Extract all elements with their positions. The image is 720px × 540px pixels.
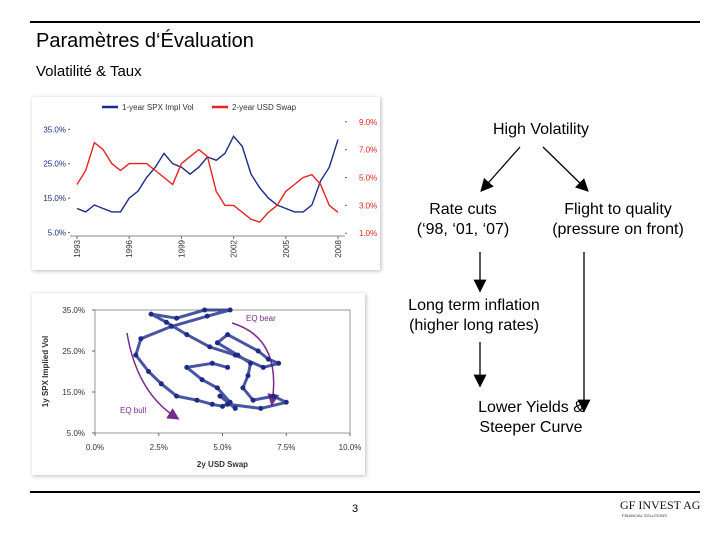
node: Long term inflation (higher long rates): [408, 296, 540, 336]
node-line: Lower Yields &: [478, 399, 584, 416]
x-tick-label: 10.0%: [339, 443, 362, 452]
y2-tick-label: 3.0%: [359, 201, 377, 210]
y-tick-label: 35.0%: [43, 125, 66, 134]
y2-tick-label: 9.0%: [359, 118, 377, 127]
y2-tick-label: 1.0%: [359, 229, 377, 238]
annotation: EQ bear: [246, 314, 276, 323]
point: [265, 356, 271, 362]
logo: GF INVEST AG: [620, 498, 701, 512]
series-line: [76, 141, 339, 223]
point: [146, 369, 152, 374]
slide-title: Paramètres d‘Évaluation: [36, 30, 254, 52]
node-line: (pressure on front): [552, 221, 684, 238]
x-tick-label: 2008: [334, 239, 343, 257]
point: [194, 397, 200, 403]
y-axis-label: 1y SPX Implied Vol: [41, 336, 50, 407]
x-tick-label: 0.0%: [86, 443, 104, 452]
point: [283, 399, 289, 405]
point: [225, 332, 231, 338]
y-tick-label: 15.0%: [62, 388, 85, 397]
point: [174, 393, 180, 399]
point: [163, 319, 169, 325]
logo-tagline: FINANCIAL SOLUTIONS: [622, 513, 667, 518]
legend-label: 2-year USD Swap: [232, 103, 297, 112]
point: [255, 348, 261, 354]
point: [276, 360, 282, 366]
point: [220, 403, 225, 409]
node-line: Long term inflation: [408, 297, 540, 314]
node-line: (‘98, ‘01, ‘07): [416, 221, 510, 238]
point: [158, 381, 164, 387]
x-axis-label: 2y USD Swap: [197, 460, 248, 469]
node-line: Flight to quality: [564, 201, 672, 218]
y-tick-label: 5.0%: [67, 429, 85, 438]
point: [260, 364, 266, 370]
y-tick-label: 25.0%: [43, 160, 66, 169]
x-tick-label: 1993: [73, 239, 82, 257]
y-tick-label: 5.0%: [48, 229, 66, 238]
slide-subtitle: Volatilité & Taux: [36, 63, 142, 80]
node-line: Rate cuts: [429, 201, 497, 218]
point: [199, 377, 205, 383]
point: [258, 405, 264, 411]
point: [250, 397, 256, 403]
legend-label: 1-year SPX Impl Vol: [122, 103, 194, 112]
point: [138, 336, 144, 342]
bear-arrow: [231, 322, 280, 406]
vol-swap-scatter: 5.0% 15.0% 25.0% 35.0% 0.0% 2.5% 5.0% 7.5% 10.0%…: [32, 293, 365, 475]
series-line: [76, 134, 339, 213]
point: [214, 385, 220, 391]
node-line: High Volatility: [492, 121, 590, 138]
node: Flight to quality (pressure on front): [552, 200, 684, 240]
page-number: 3: [352, 503, 359, 515]
y-tick-label: 25.0%: [62, 347, 85, 356]
annotation: EQ bull: [120, 406, 146, 415]
point: [184, 332, 190, 338]
point: [271, 393, 276, 399]
bottom-rule: [30, 491, 700, 493]
x-tick-label: 5.0%: [213, 443, 231, 452]
x-tick-label: 7.5%: [277, 443, 295, 452]
point: [174, 315, 180, 321]
point: [209, 401, 215, 407]
point: [133, 352, 139, 358]
node-line: (higher long rates): [409, 317, 539, 334]
bull-arrow: [126, 332, 180, 420]
y2-tick-label: 7.0%: [359, 146, 377, 155]
x-tick-label: 1999: [177, 239, 186, 257]
y-tick-label: 35.0%: [62, 306, 85, 315]
node: Lower Yields & Steeper Curve: [478, 398, 584, 438]
rates-vol-chart: 5.0% 15.0% 25.0% 35.0% 1.0% 3.0% 5.0% 7.0% 9.0% 1…: [32, 97, 380, 270]
point: [217, 393, 223, 399]
trace: [134, 308, 288, 410]
point: [209, 360, 215, 366]
y2-tick-label: 5.0%: [359, 174, 377, 183]
y-tick-label: 15.0%: [43, 194, 66, 203]
point: [245, 373, 251, 379]
node-line: Steeper Curve: [479, 419, 583, 436]
point: [227, 307, 233, 313]
point: [232, 352, 238, 358]
point: [169, 323, 174, 329]
node: High Volatility: [493, 120, 589, 140]
x-tick-label: 2002: [230, 239, 239, 257]
point: [227, 399, 233, 405]
point: [225, 364, 231, 370]
point: [207, 344, 213, 350]
point: [148, 311, 154, 317]
point: [202, 307, 208, 313]
point: [248, 360, 254, 366]
point: [240, 385, 246, 391]
x-tick-label: 2005: [282, 239, 291, 257]
x-tick-label: 1996: [125, 239, 134, 257]
top-rule: [30, 21, 700, 23]
x-tick-label: 2.5%: [150, 443, 168, 452]
node: Rate cuts (‘98, ‘01, ‘07): [417, 200, 510, 240]
point: [184, 364, 190, 370]
point: [232, 405, 238, 411]
point: [214, 340, 220, 346]
point: [204, 313, 210, 319]
